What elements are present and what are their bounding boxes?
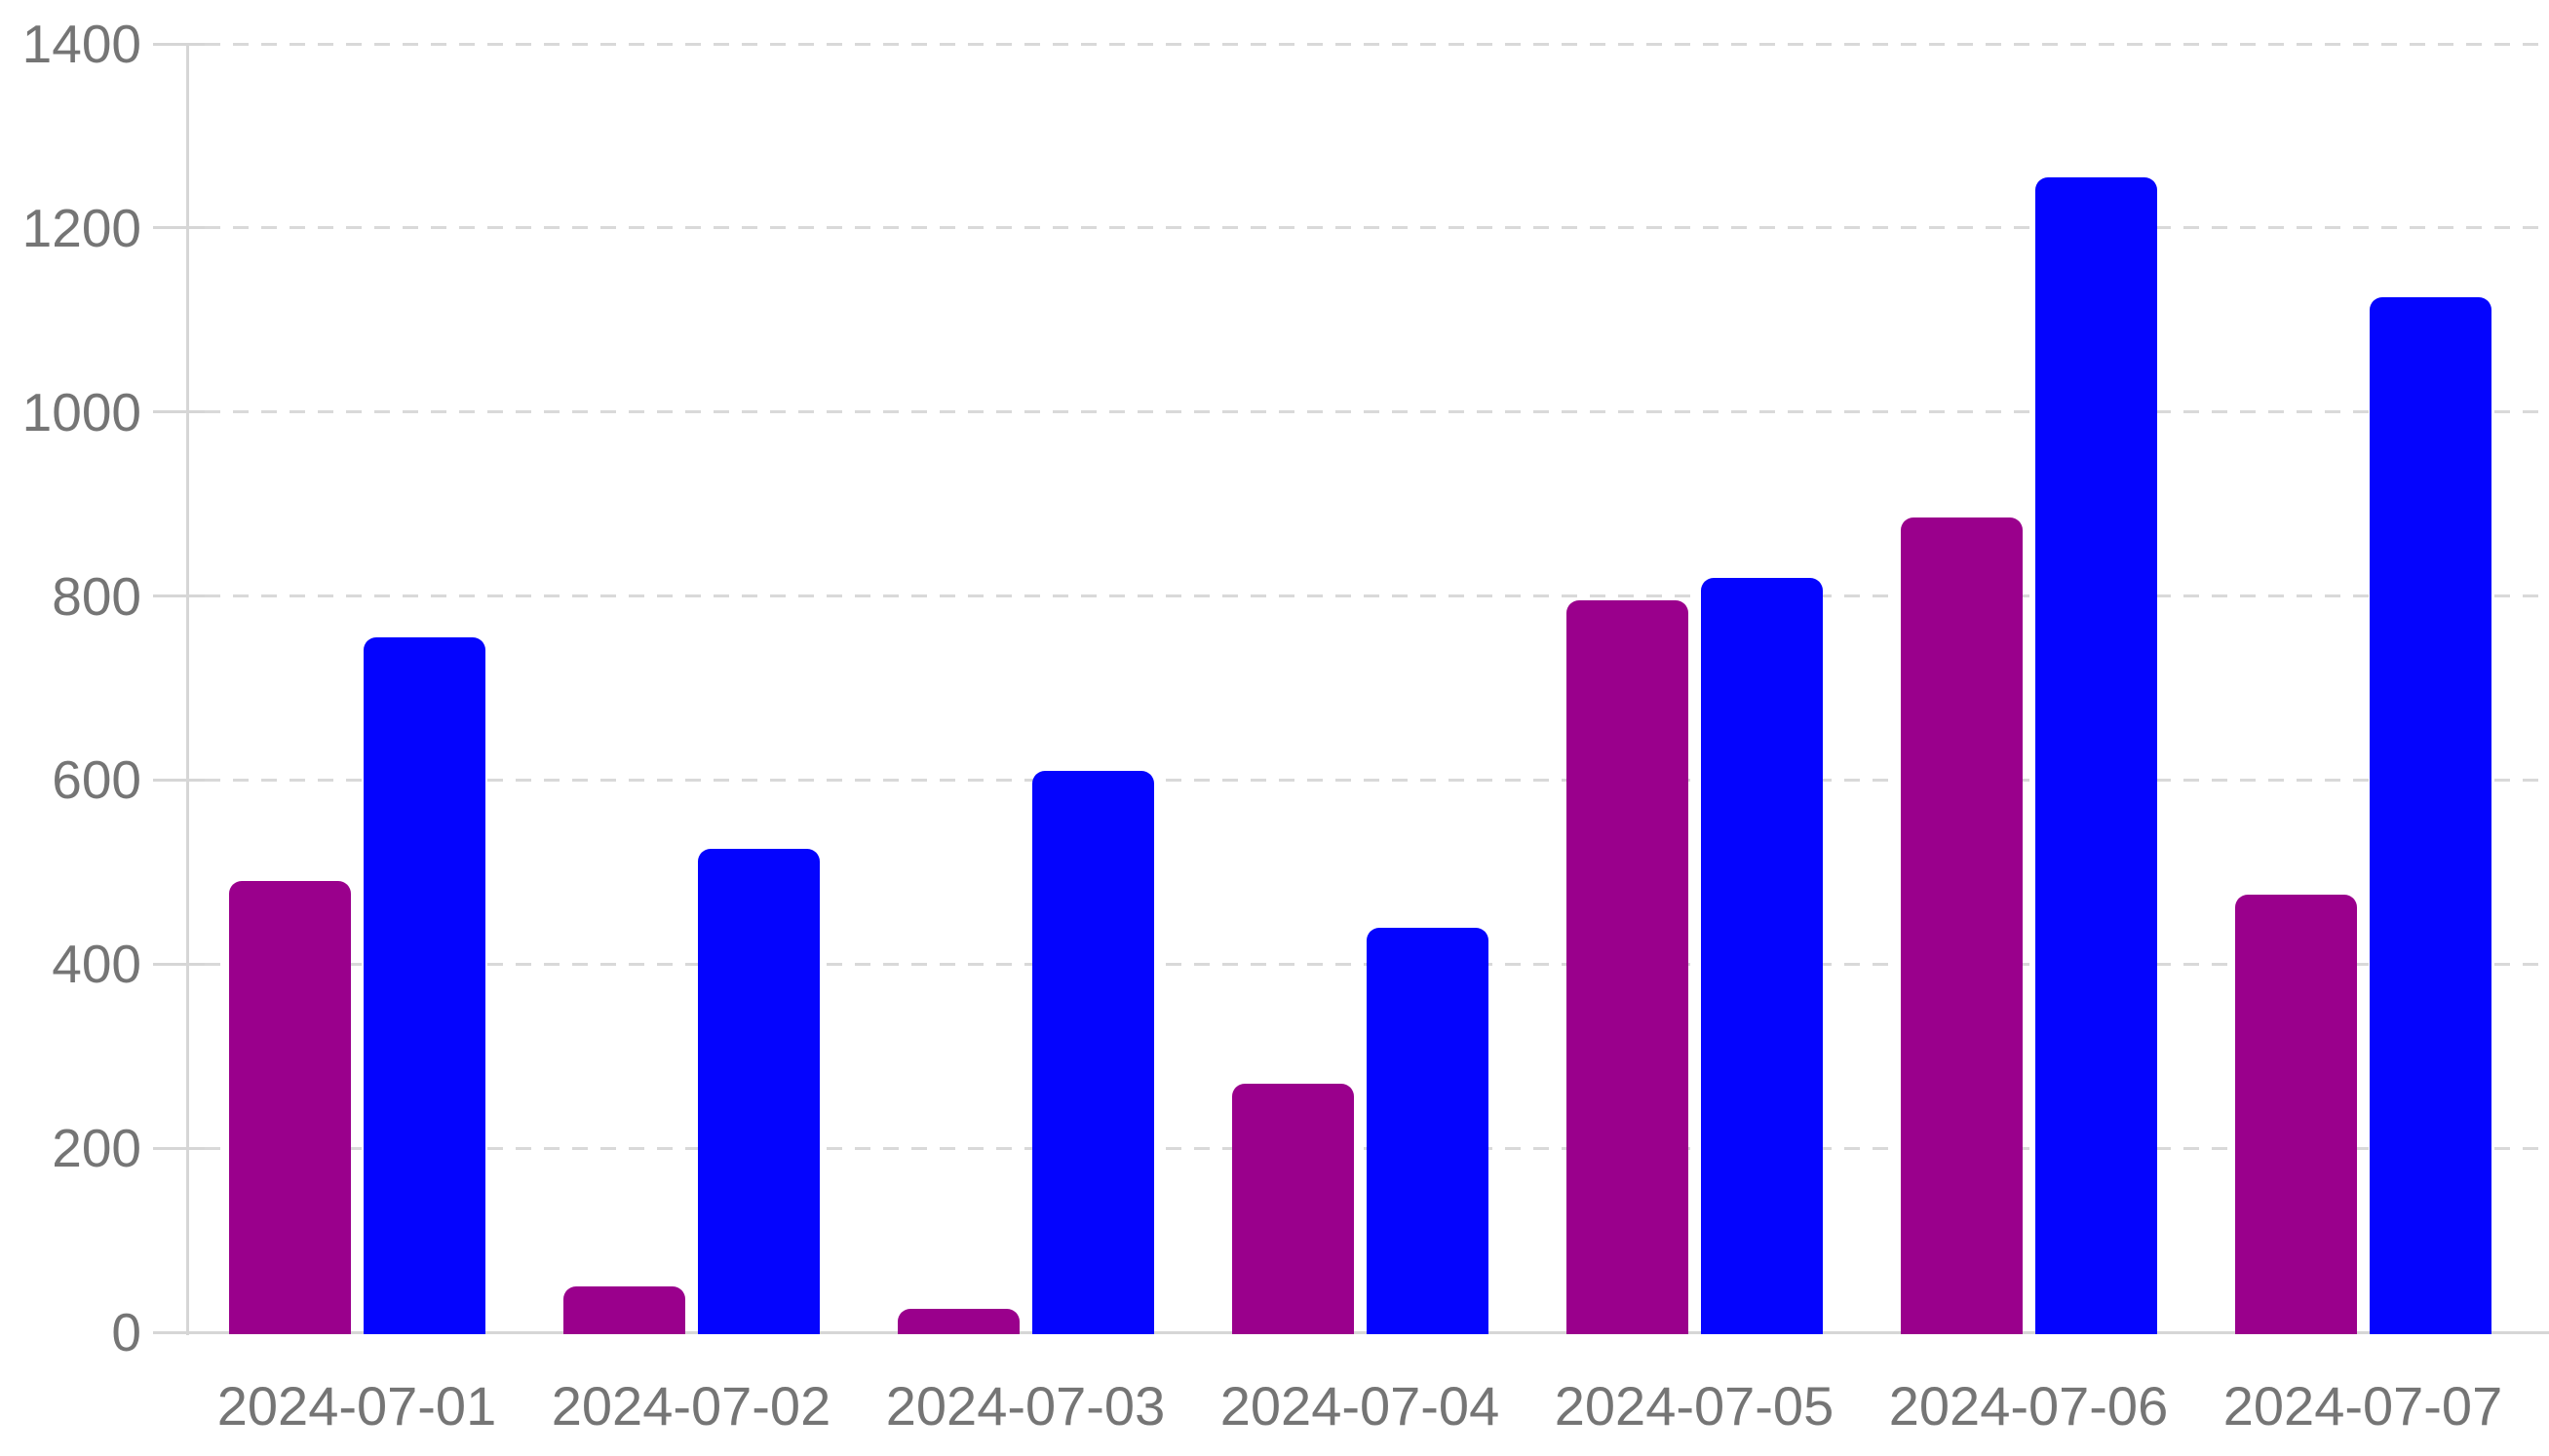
bar-2024-07-07-blue-series[interactable] bbox=[2370, 297, 2491, 1334]
y-tick-label-1400: 1400 bbox=[21, 14, 141, 74]
bar-2024-07-02-blue-series[interactable] bbox=[698, 849, 820, 1334]
bar-2024-07-03-blue-series[interactable] bbox=[1032, 771, 1154, 1334]
gridline-dashes bbox=[205, 42, 2549, 46]
bar-2024-07-04-blue-series[interactable] bbox=[1367, 928, 1488, 1334]
y-axis-tick bbox=[153, 778, 205, 782]
bar-2024-07-03-purple-series[interactable] bbox=[898, 1309, 1020, 1334]
gridline-1400 bbox=[153, 42, 2549, 46]
y-axis-tick bbox=[153, 42, 205, 46]
bar-2024-07-02-purple-series[interactable] bbox=[563, 1286, 685, 1334]
gridline-dashes bbox=[205, 410, 2549, 414]
bar-2024-07-05-blue-series[interactable] bbox=[1701, 578, 1823, 1334]
gridline-dashes bbox=[205, 594, 2549, 598]
y-axis-tick bbox=[153, 226, 205, 230]
x-tick-label-2024-07-03: 2024-07-03 bbox=[885, 1375, 1166, 1437]
y-axis-tick bbox=[153, 410, 205, 414]
y-axis-line bbox=[186, 44, 189, 1335]
y-tick-label-800: 800 bbox=[52, 565, 141, 627]
x-tick-label-2024-07-06: 2024-07-06 bbox=[1888, 1375, 2169, 1437]
plot-area bbox=[153, 42, 2549, 1334]
x-tick-label-2024-07-05: 2024-07-05 bbox=[1554, 1375, 1835, 1437]
x-tick-label-2024-07-02: 2024-07-02 bbox=[551, 1375, 831, 1437]
gridline-dashes bbox=[205, 778, 2549, 782]
gridline-1200 bbox=[153, 226, 2549, 230]
y-tick-label-1000: 1000 bbox=[21, 381, 141, 442]
gridline-dashes bbox=[205, 226, 2549, 230]
y-tick-label-200: 200 bbox=[52, 1118, 141, 1179]
y-axis-tick bbox=[153, 594, 205, 598]
x-tick-label-2024-07-01: 2024-07-01 bbox=[216, 1375, 497, 1437]
y-tick-label-600: 600 bbox=[52, 749, 141, 811]
y-axis-tick bbox=[153, 962, 205, 966]
gridline-400 bbox=[153, 962, 2549, 966]
y-tick-label-1200: 1200 bbox=[21, 197, 141, 258]
bar-2024-07-07-purple-series[interactable] bbox=[2235, 895, 2357, 1334]
gridline-800 bbox=[153, 594, 2549, 598]
bar-2024-07-01-purple-series[interactable] bbox=[229, 881, 351, 1334]
y-axis-labels: 0 200 400 600 800 1000 1200 1400 bbox=[0, 16, 141, 1360]
bar-2024-07-06-purple-series[interactable] bbox=[1901, 517, 2023, 1334]
y-tick-label-400: 400 bbox=[52, 934, 141, 995]
bar-2024-07-05-purple-series[interactable] bbox=[1566, 600, 1688, 1334]
gridline-600 bbox=[153, 778, 2549, 782]
bar-2024-07-01-blue-series[interactable] bbox=[364, 637, 485, 1334]
x-tick-label-2024-07-07: 2024-07-07 bbox=[2222, 1375, 2503, 1437]
gridline-1000 bbox=[153, 410, 2549, 414]
y-axis-tick bbox=[153, 1146, 205, 1150]
bar-2024-07-04-purple-series[interactable] bbox=[1232, 1084, 1354, 1334]
bar-2024-07-06-blue-series[interactable] bbox=[2035, 177, 2157, 1334]
x-axis-labels: 2024-07-01 2024-07-02 2024-07-03 2024-07-04… bbox=[188, 1372, 2549, 1450]
y-tick-label-0: 0 bbox=[111, 1302, 141, 1362]
x-tick-label-2024-07-04: 2024-07-04 bbox=[1219, 1375, 1500, 1437]
